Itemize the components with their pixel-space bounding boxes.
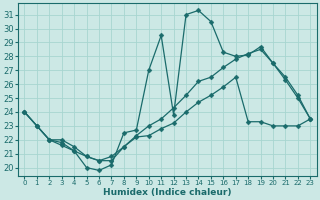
X-axis label: Humidex (Indice chaleur): Humidex (Indice chaleur) <box>103 188 232 197</box>
